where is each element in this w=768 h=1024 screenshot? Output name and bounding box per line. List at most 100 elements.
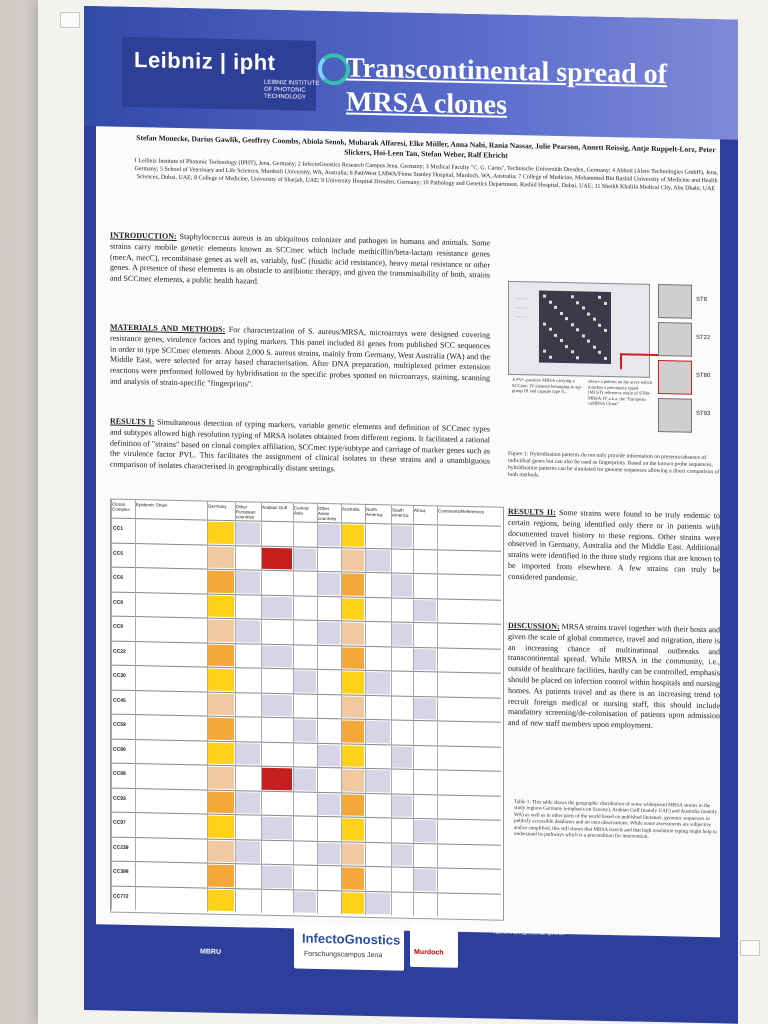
table-cell: [208, 717, 234, 740]
array-spot: [548, 300, 552, 304]
table-cell: [366, 671, 390, 694]
table-cell: [366, 598, 390, 621]
methods-section: MATERIALS AND METHODS: For characterizat…: [110, 323, 490, 396]
table-cell: [208, 889, 234, 912]
array-spot: [603, 328, 607, 332]
table-cell: [342, 720, 364, 743]
array-spot: [598, 323, 601, 327]
table-cell: [208, 742, 234, 765]
array-spot: [570, 322, 574, 326]
table-cell: [208, 521, 234, 544]
table-cell: [318, 891, 340, 914]
table-col-divider: [365, 504, 366, 915]
table-cell: [236, 546, 260, 569]
table-cell: [342, 842, 364, 865]
st-thumbnails: ST8 ST22 ST80 ST93: [658, 284, 710, 433]
introduction-section: INTRODUCTION: Staphylococcus aureus is a…: [110, 231, 490, 293]
table-cell: [262, 645, 292, 668]
table-cell: [392, 672, 412, 695]
table-cell: [342, 867, 364, 890]
array-spot: [603, 301, 607, 305]
table-cell: [342, 671, 364, 694]
table-cell: [366, 573, 390, 596]
table-cell: [236, 865, 260, 888]
table-cell: [236, 742, 260, 765]
table-col-divider: [235, 502, 236, 913]
table-cell: [294, 719, 316, 742]
table-cell: [236, 522, 260, 545]
table-cell: [414, 525, 436, 548]
array-spot: [598, 350, 601, 354]
array-spot: [554, 305, 557, 309]
array-spot: [581, 306, 585, 310]
table-cell: [392, 647, 412, 670]
table-cell: [208, 570, 234, 593]
array-spot: [587, 339, 590, 343]
table-cell: [208, 668, 234, 691]
figure-note-left: A PVL-positive MRSA carrying a SCCmec IV…: [512, 376, 582, 395]
array-spot: [603, 356, 607, 360]
st22-label: ST22: [696, 334, 711, 342]
clonal-complex-label: CC93: [113, 795, 126, 802]
table-header-cell: Other European countries: [236, 504, 256, 520]
table-cell: [236, 571, 260, 594]
table-cell: [392, 721, 412, 744]
table-cell: [414, 844, 436, 867]
array-spot: [598, 295, 601, 299]
table-cell: [342, 818, 364, 841]
table-cell: [318, 695, 340, 718]
table-cell: [236, 840, 260, 863]
poster-header: Leibniz | ipht LEIBNIZ INSTITUTE OF PHOT…: [84, 6, 738, 140]
table-cell: [294, 523, 316, 546]
poster-title: Transcontinental spread of MRSA clones: [346, 52, 667, 121]
table-cell: [366, 549, 390, 572]
st80-label: ST80: [696, 372, 711, 380]
table-cell: [236, 595, 260, 618]
table-header-cell: North America: [366, 506, 383, 518]
table-cell: [318, 768, 340, 791]
tape-bottom-right: [740, 940, 760, 956]
table-col-divider: [293, 503, 294, 914]
methods-heading: MATERIALS AND METHODS:: [110, 322, 226, 334]
table-cell: [366, 818, 390, 841]
website-url: www.leibniz-ipht.de: [644, 929, 696, 937]
table-cell: [262, 841, 292, 864]
array-spot: [548, 355, 552, 359]
array-spot: [559, 311, 563, 315]
table-cell: [414, 770, 436, 793]
table-cell: [366, 622, 390, 645]
table-cell: [342, 891, 364, 914]
table-cell: [392, 843, 412, 866]
table-cell: [208, 644, 234, 667]
table-cell: [318, 572, 340, 595]
table-cell: [208, 546, 234, 569]
table-cell: [392, 598, 412, 621]
clonal-complex-label: CC45: [113, 697, 126, 704]
table-cell: [208, 815, 234, 838]
microarray-image: ..............................: [508, 280, 650, 378]
table-cell: [414, 721, 436, 744]
table-cell: [414, 574, 436, 597]
table-col-divider: [437, 506, 438, 917]
st93-label: ST93: [696, 410, 711, 418]
table-header-cell: Arabian Gulf: [262, 504, 288, 511]
table-cell: [392, 549, 412, 572]
discussion-section: DISCUSSION: MRSA strains travel together…: [508, 621, 720, 733]
table-cell: [414, 648, 436, 671]
table-cell: [414, 819, 436, 842]
array-spot: [592, 345, 596, 349]
methods-text: For characterization of S. aureus/MRSA, …: [110, 325, 491, 389]
table-header-cell: South America: [392, 507, 409, 518]
table-cell: [392, 770, 412, 793]
table-cell: [414, 868, 436, 891]
contact-info: Contact: stefan.monecke@leibniz-ipht.de,…: [494, 921, 607, 939]
table-col-divider: [317, 503, 318, 914]
logo-brand-text: ipht: [233, 49, 276, 76]
results1-heading: RESULTS I:: [110, 416, 155, 427]
array-spot: [592, 317, 596, 321]
thumb-st22: [658, 322, 692, 357]
table-cell: [414, 746, 436, 769]
table-cell: [262, 596, 292, 619]
table-cell: [342, 793, 364, 816]
table-cell: [294, 694, 316, 717]
